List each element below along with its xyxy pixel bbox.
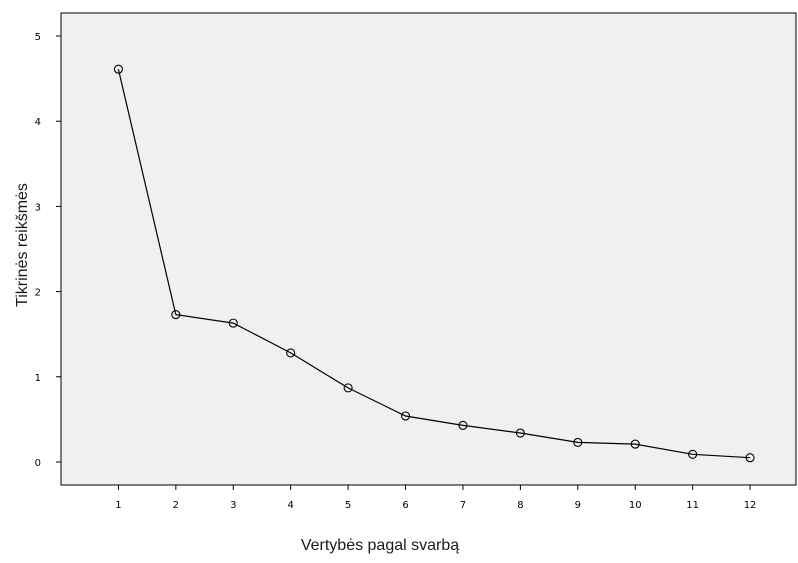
data-point-marker bbox=[171, 310, 181, 320]
data-point-marker bbox=[688, 449, 698, 459]
data-point-marker bbox=[228, 318, 238, 328]
data-point-marker bbox=[286, 348, 296, 358]
data-point-marker bbox=[745, 453, 755, 463]
x-tick-label: 8 bbox=[517, 500, 523, 511]
x-tick-label: 4 bbox=[288, 500, 294, 511]
data-point-marker bbox=[343, 383, 353, 393]
x-tick-label: 1 bbox=[115, 500, 121, 511]
x-tick-label: 6 bbox=[402, 500, 408, 511]
data-point-marker bbox=[458, 420, 468, 430]
y-tick-label: 0 bbox=[35, 458, 41, 469]
y-tick-label: 3 bbox=[35, 202, 41, 213]
series-line bbox=[117, 69, 751, 459]
y-tick-label: 2 bbox=[35, 288, 41, 299]
data-point-marker bbox=[630, 439, 640, 449]
series-layer bbox=[113, 64, 755, 463]
y-axis-title: Tikrinės reikšmės bbox=[14, 183, 31, 307]
x-tick-label: 7 bbox=[460, 500, 466, 511]
data-point-marker bbox=[113, 64, 123, 74]
x-tick-label: 10 bbox=[629, 500, 642, 511]
x-tick-label: 12 bbox=[744, 500, 757, 511]
x-tick-label: 3 bbox=[230, 500, 236, 511]
x-tick-label: 9 bbox=[575, 500, 581, 511]
y-tick-label: 4 bbox=[35, 117, 41, 128]
plot-area bbox=[60, 12, 797, 486]
y-axis: 0 1 2 3 4 5 bbox=[35, 32, 61, 469]
x-tick-label: 2 bbox=[173, 500, 179, 511]
data-point-marker bbox=[400, 411, 411, 421]
x-tick-label: 11 bbox=[686, 500, 699, 511]
y-tick-label: 1 bbox=[35, 373, 41, 384]
x-tick-label: 5 bbox=[345, 500, 351, 511]
x-axis-title: Vertybės pagal svarbą bbox=[301, 537, 459, 554]
y-tick-label: 5 bbox=[35, 32, 41, 43]
data-point-marker bbox=[515, 428, 525, 438]
data-point-marker bbox=[573, 437, 583, 447]
x-axis: 1 2 3 4 5 6 7 8 9 10 11 12 bbox=[115, 485, 756, 511]
